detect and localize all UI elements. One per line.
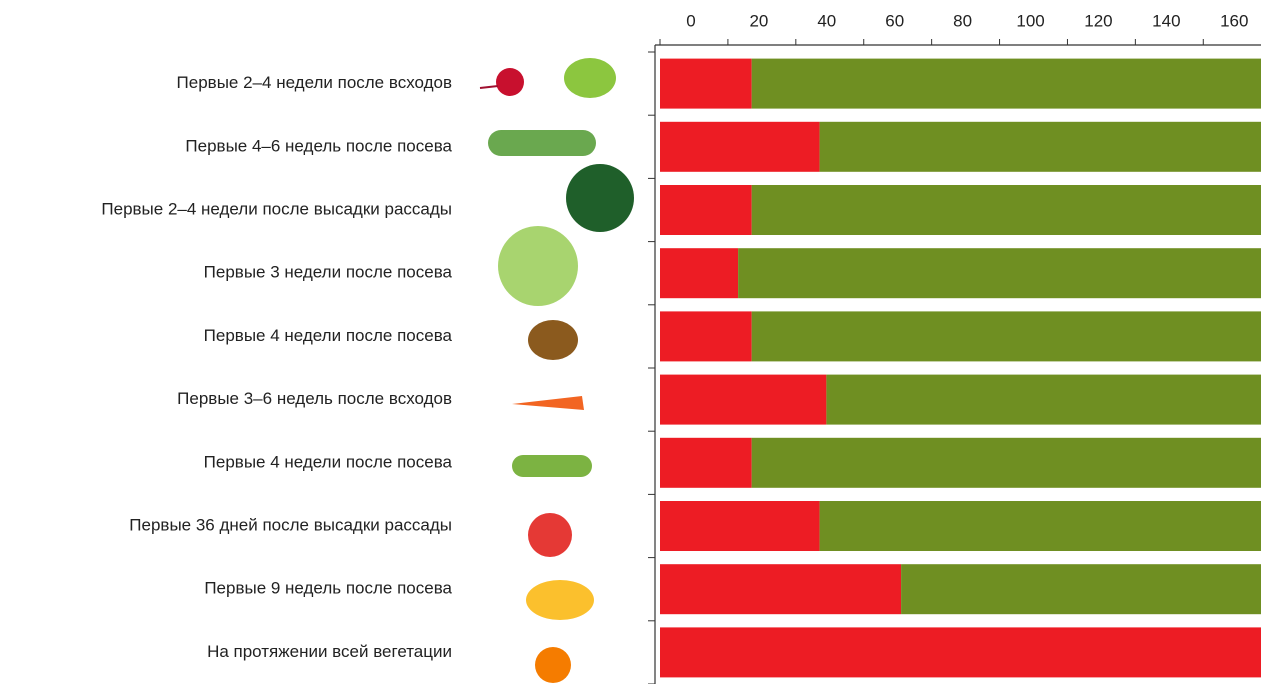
x-tick-label: 100 <box>1016 11 1044 30</box>
y-tick-label: Первые 36 дней после высадки рассады <box>129 515 452 534</box>
y-tick-label: На протяжении всей вегетации <box>207 642 452 661</box>
bar-segment <box>660 248 739 299</box>
bar-segment <box>826 374 1261 425</box>
y-tick-label: Первые 3–6 недель после всходов <box>177 389 452 408</box>
bar-segment <box>751 185 1261 235</box>
y-tick-label: Первые 4 недели после посева <box>204 326 453 345</box>
bar-segment <box>660 121 820 172</box>
bar-segment <box>751 311 1261 362</box>
y-tick-label: Первые 4 недели после посева <box>204 452 453 471</box>
x-tick-label: 0 <box>686 11 695 30</box>
y-tick-label: Первые 9 недель после посева <box>204 579 452 598</box>
bar-segment <box>660 374 827 425</box>
bar-segment <box>819 501 1261 551</box>
bar-segment <box>738 248 1261 299</box>
x-tick-label: 80 <box>953 11 972 30</box>
y-tick-label: Первые 3 недели после посева <box>204 263 453 282</box>
bar-segment <box>819 121 1261 172</box>
bar-segment <box>660 58 752 109</box>
y-tick-label: Первые 2–4 недели после высадки рассады <box>101 199 452 218</box>
bar-segment <box>660 501 820 551</box>
x-tick-label: 160 <box>1220 11 1248 30</box>
bar-segment <box>660 185 752 235</box>
vegetable-icons <box>479 58 634 683</box>
bar-segment <box>751 58 1261 109</box>
x-tick-label: 60 <box>885 11 904 30</box>
bar-segment <box>901 564 1261 615</box>
bar-segment <box>660 437 752 488</box>
y-tick-label: Первые 2–4 недели после всходов <box>177 73 452 92</box>
y-tick-label: Первые 4–6 недель после посева <box>185 136 452 155</box>
bar-segment <box>660 311 752 362</box>
x-tick-label: 120 <box>1084 11 1112 30</box>
x-tick-label: 140 <box>1152 11 1180 30</box>
bar-segment <box>660 627 1261 678</box>
x-tick-label: 40 <box>817 11 836 30</box>
x-tick-label: 20 <box>749 11 768 30</box>
bar-segment <box>660 564 902 615</box>
bar-segment <box>751 437 1261 488</box>
